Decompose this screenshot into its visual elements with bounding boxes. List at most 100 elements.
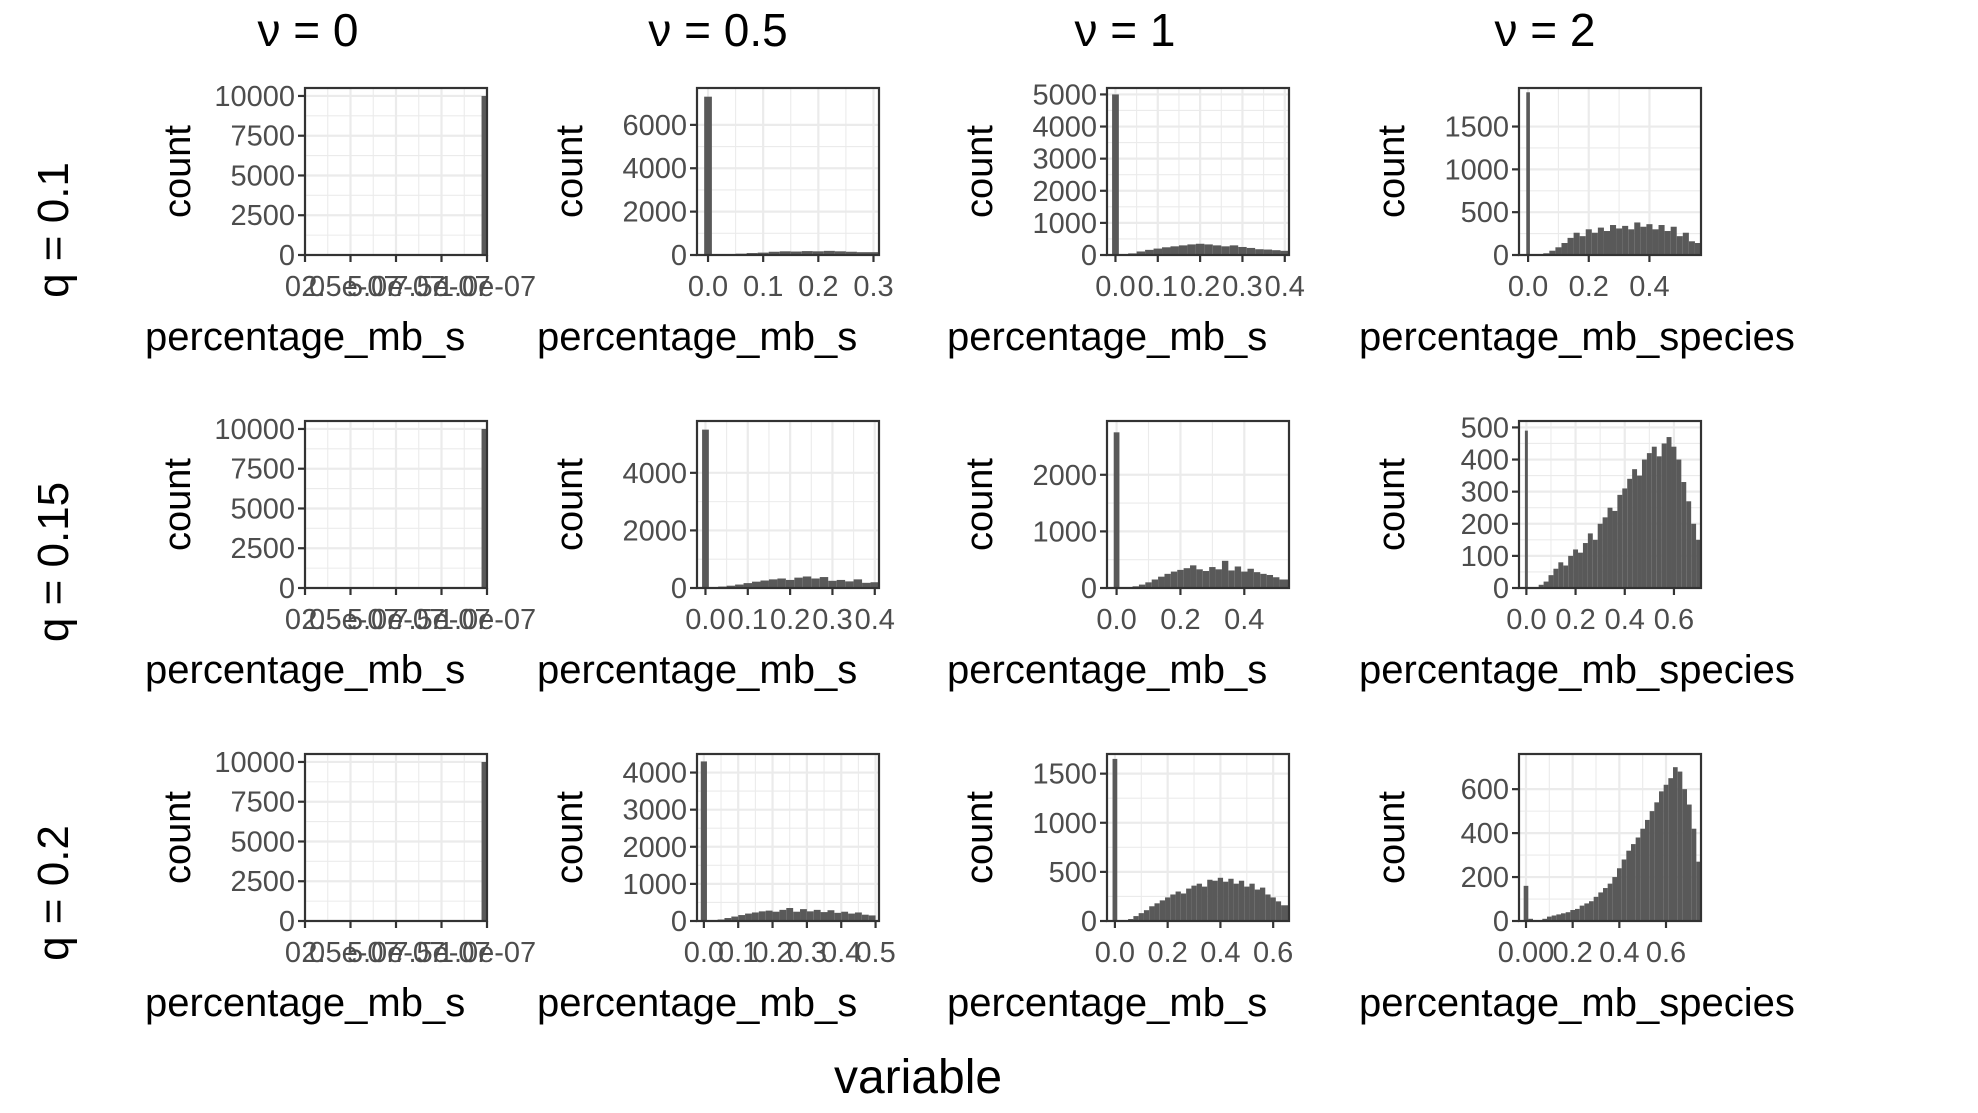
y-tick-label: 300: [1461, 477, 1509, 509]
histogram-bar-3: [1136, 251, 1146, 255]
histogram-bar-29: [1671, 446, 1677, 588]
histogram-bar-9: [765, 910, 773, 921]
histogram-bars: [1113, 432, 1289, 588]
histogram-bar-12: [1212, 245, 1222, 255]
y-tick-label: 0: [1081, 573, 1097, 605]
histogram-bar-14: [1597, 523, 1603, 588]
histogram-bar-1: [704, 96, 712, 255]
panel-border: [1517, 419, 1703, 590]
histogram-bar-1: [702, 429, 709, 588]
histogram-bar-4: [1548, 575, 1554, 588]
histogram-bar-16: [1246, 247, 1256, 255]
histogram-bar-6: [1162, 247, 1171, 255]
histogram-bar-11: [1579, 905, 1585, 921]
x-axis-label: percentage_mb_s: [537, 981, 857, 1025]
y-axis-label: count: [549, 125, 591, 218]
histogram-bar-20: [870, 582, 879, 588]
panel-grid: [305, 754, 487, 921]
x-tick-label: 0.4: [1605, 604, 1645, 636]
x-tick-label: 0.4: [855, 604, 895, 636]
histogram-bar-11: [1597, 227, 1604, 255]
y-tick-label: 10000: [214, 81, 295, 113]
histogram-bar-21: [1253, 572, 1261, 588]
histogram-bar-33: [1691, 523, 1697, 588]
histogram-bar-2: [1538, 584, 1544, 588]
x-axis-label: percentage_mb_s: [947, 315, 1267, 359]
histogram-bar-17: [1207, 879, 1213, 921]
x-axis-label: percentage_mb_species: [1359, 648, 1795, 692]
histogram-bar-1: [1524, 430, 1528, 588]
histogram-bar-1: [481, 95, 487, 255]
y-tick-label: 0: [1081, 240, 1097, 272]
panel-grid: [305, 421, 487, 588]
x-tick-label: 0.4: [1599, 937, 1639, 969]
histogram-bar-8: [768, 579, 778, 588]
histogram-bar-17: [1255, 249, 1264, 255]
histogram-bar-12: [834, 251, 846, 255]
x-axis-label: percentage_mb_s: [537, 315, 857, 359]
x-tick-label: 0.6: [1646, 937, 1686, 969]
y-tick-label: 500: [1461, 197, 1509, 229]
x-tick-label: 0.0: [688, 271, 728, 303]
histogram-bar-17: [845, 581, 854, 588]
histogram-bar-1: [481, 428, 487, 588]
x-tick-label: 0.5: [855, 937, 895, 969]
y-tick-label: 2000: [1032, 460, 1097, 492]
histogram-bar-5: [1143, 910, 1150, 921]
histogram-bar-19: [1617, 868, 1622, 921]
y-axis-label: count: [1371, 458, 1413, 551]
histogram-bar-14: [1616, 228, 1623, 255]
histogram-bar-10: [1591, 232, 1598, 255]
x-tick-label: 0.0: [685, 604, 725, 636]
y-tick-label: 0: [279, 240, 295, 272]
x-tick-label: 0.2: [798, 271, 838, 303]
histogram-bar-15: [1215, 569, 1222, 588]
x-tick-label: 0.1: [1138, 271, 1178, 303]
y-tick-label: 500: [1461, 412, 1509, 444]
histogram-bar-4: [1145, 249, 1154, 255]
histogram-bar-8: [1579, 236, 1586, 255]
y-tick-label: 2000: [622, 832, 687, 864]
histogram-bar-15: [1602, 517, 1608, 588]
x-tick-label: 0.1: [718, 937, 758, 969]
histogram-bar-21: [1228, 878, 1234, 921]
histogram-bar-24: [1676, 236, 1683, 255]
histogram-bars: [481, 428, 487, 588]
histogram-bar-35: [1691, 828, 1697, 921]
histogram-bar-19: [1622, 488, 1628, 588]
histogram-bar-9: [1570, 910, 1575, 921]
histogram-bar-11: [1204, 244, 1213, 255]
histogram-bar-5: [757, 252, 769, 255]
histogram-bar-18: [1612, 877, 1617, 921]
histogram-bar-10: [1195, 243, 1205, 255]
panel-r1-c1: 0 2500 5000 7500 10000 0.02.5e-075.0e-077.5e-…: [145, 81, 536, 359]
row-strip-labels: q = 0.1 q = 0.15 q = 0.2: [29, 162, 78, 961]
y-tick-label: 0: [279, 573, 295, 605]
x-tick-label: 0.0: [1508, 271, 1548, 303]
figure-x-axis-label: variable: [834, 1051, 1002, 1104]
x-tick-label: 7.5e-07: [392, 937, 490, 969]
panel-border: [1105, 752, 1291, 923]
histogram-bar-15: [1598, 892, 1603, 921]
histogram-bar-13: [1589, 901, 1594, 921]
histogram-bar-5: [1551, 915, 1557, 921]
histogram-bar-17: [820, 912, 828, 921]
x-tick-label: 0.3: [787, 937, 827, 969]
histogram-bar-14: [819, 577, 829, 588]
histogram-bar-13: [1221, 246, 1230, 255]
x-tick-label: 7.5e-07: [392, 271, 490, 303]
panel-border: [1517, 752, 1703, 923]
histogram-bar-18: [1263, 249, 1273, 255]
histogram-bar-13: [811, 578, 820, 588]
column-label-nu-0: ν = 0: [257, 4, 358, 56]
histogram-bar-4: [1555, 247, 1562, 255]
histogram-bar-7: [1154, 903, 1160, 921]
y-tick-label: 1000: [1032, 208, 1097, 240]
x-tick-label: 0.4: [1265, 271, 1305, 303]
histogram-bar-7: [1563, 565, 1569, 588]
histogram-bar-18: [1234, 566, 1242, 588]
x-tick-label: 0.00: [1498, 937, 1554, 969]
histogram-bar-30: [1668, 778, 1673, 921]
panel-r3-c1: 0 2500 5000 7500 10000 0.02.5e-075.0e-077.5e-…: [145, 747, 536, 1025]
y-tick-label: 0: [671, 906, 687, 938]
